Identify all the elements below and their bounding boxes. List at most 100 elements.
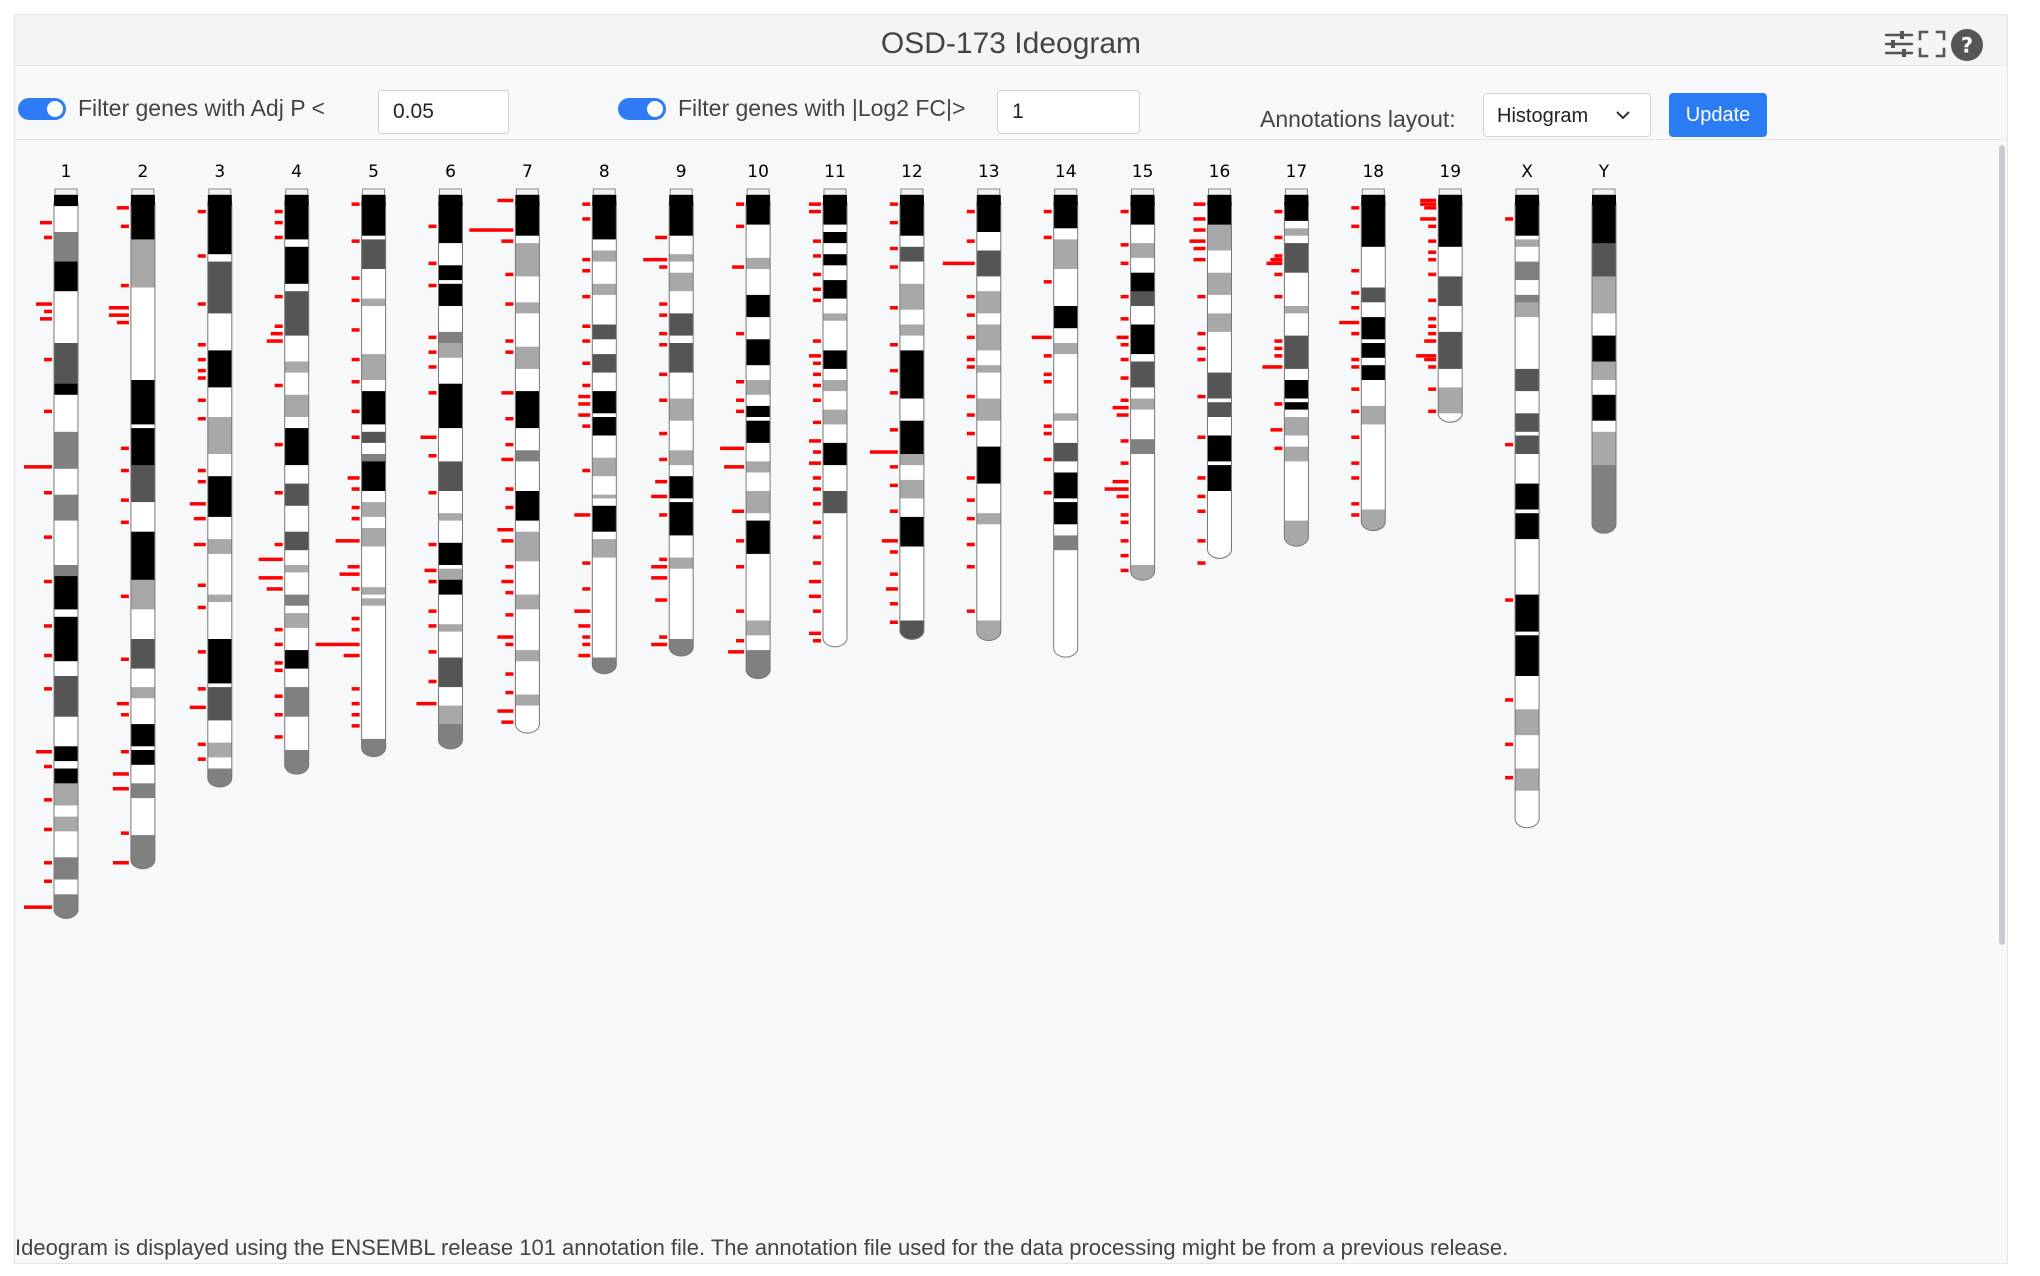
gene-annotation-mark — [813, 520, 821, 525]
chromosome-3[interactable]: 3 — [189, 162, 233, 799]
chromosome-band — [438, 513, 463, 522]
chromosome-6[interactable]: 6 — [416, 162, 463, 761]
gene-annotation-mark — [659, 372, 668, 377]
fullscreen-icon[interactable] — [1917, 29, 1947, 59]
gene-annotation-mark — [258, 557, 283, 562]
scrollbar[interactable] — [1997, 139, 2007, 959]
gene-annotation-mark — [582, 424, 591, 428]
adj-p-threshold-input[interactable] — [378, 90, 509, 134]
gene-annotation-mark — [736, 609, 745, 613]
gene-annotation-mark — [274, 661, 283, 665]
chromosome-band — [669, 235, 694, 255]
chromosome-y[interactable]: Y — [1591, 162, 1617, 545]
chromosome-band — [823, 602, 847, 621]
chromosome-x[interactable]: X — [1505, 162, 1540, 840]
gene-annotation-mark — [1351, 461, 1360, 465]
chromosome-12[interactable]: 12 — [869, 162, 925, 651]
chromosome-band — [284, 572, 309, 596]
chromosome-9[interactable]: 9 — [643, 162, 694, 668]
chromosome-5[interactable]: 5 — [315, 162, 387, 769]
chromosome-2[interactable]: 2 — [108, 162, 156, 881]
gene-annotation-mark — [36, 750, 52, 754]
gene-annotation-mark — [1193, 217, 1206, 221]
footnote: Ideogram is displayed using the ENSEMBL … — [15, 1235, 1509, 1260]
chromosome-band — [515, 346, 540, 370]
gene-annotation-mark — [505, 417, 514, 421]
chromosome-18[interactable]: 18 — [1339, 162, 1386, 543]
gene-annotation-mark — [428, 609, 437, 613]
chromosome-4[interactable]: 4 — [258, 162, 310, 786]
chromosome-19[interactable]: 19 — [1416, 162, 1463, 434]
chromosome-band — [1361, 405, 1386, 425]
chromosome-13[interactable]: 13 — [942, 162, 1002, 652]
chromosome-band — [669, 568, 694, 592]
chromosome-band — [438, 687, 463, 707]
chromosome-17[interactable]: 17 — [1262, 162, 1309, 558]
chromosome-band — [823, 254, 847, 266]
help-icon[interactable]: ? — [1950, 28, 1984, 62]
gene-annotation-mark — [643, 257, 668, 262]
chromosome-band — [592, 657, 617, 674]
chromosome-8[interactable]: 8 — [574, 162, 617, 686]
chromosome-band — [1515, 805, 1540, 828]
chromosome-band — [1515, 435, 1540, 455]
telomere — [746, 188, 770, 196]
gene-annotation-mark — [1428, 272, 1437, 277]
chromosome-11[interactable]: 11 — [809, 162, 848, 659]
chromosome-14[interactable]: 14 — [1031, 162, 1079, 669]
chromosome-band — [515, 609, 540, 651]
annotations-layout-select[interactable]: Histogram — [1483, 93, 1651, 137]
chromosome-10[interactable]: 10 — [720, 162, 771, 691]
chromosome-band — [438, 283, 463, 307]
gene-annotation-mark — [809, 461, 821, 465]
gene-annotation-mark — [420, 435, 437, 439]
chromosome-band — [976, 446, 1001, 485]
gene-annotation-mark — [274, 694, 283, 698]
chromosome-band — [899, 335, 924, 351]
gene-annotation-mark — [1197, 294, 1206, 299]
telomere — [823, 188, 847, 196]
log2fc-threshold-input[interactable] — [997, 90, 1140, 134]
log2fc-filter-toggle[interactable] — [618, 98, 666, 120]
gene-annotation-mark — [1420, 217, 1437, 221]
gene-annotation-mark — [120, 283, 129, 288]
gene-annotation-mark — [351, 487, 360, 491]
gene-annotation-mark — [1112, 405, 1129, 410]
update-button[interactable]: Update — [1669, 93, 1767, 137]
chromosome-16[interactable]: 16 — [1189, 162, 1232, 570]
chromosome-1[interactable]: 1 — [24, 162, 79, 930]
chromosome-band — [1284, 368, 1309, 381]
chromosome-band — [1130, 565, 1155, 581]
gene-annotation-mark — [120, 594, 129, 599]
scrollbar-thumb[interactable] — [1999, 145, 2005, 945]
chromosome-band — [1053, 498, 1078, 503]
gene-annotation-mark — [339, 572, 360, 576]
chromosome-band — [1515, 302, 1540, 318]
gene-annotation-mark — [1266, 261, 1283, 266]
chromosome-band — [54, 565, 78, 577]
chromosome-label: 4 — [291, 162, 302, 182]
gene-annotation-mark — [885, 587, 898, 591]
gene-annotation-mark — [813, 450, 821, 454]
chromosome-label: 6 — [445, 162, 456, 182]
gene-annotation-mark — [1428, 331, 1437, 336]
chromosome-band — [438, 520, 463, 544]
chromosome-15[interactable]: 15 — [1104, 162, 1156, 592]
chromosome-band — [1207, 294, 1232, 314]
adj-p-filter-toggle[interactable] — [18, 98, 66, 120]
chromosome-band — [361, 713, 386, 740]
chromosome-7[interactable]: 7 — [469, 162, 540, 745]
chromosome-top — [515, 195, 540, 205]
gene-annotation-mark — [274, 294, 283, 299]
chromosome-band — [1207, 435, 1232, 462]
gene-annotation-mark — [44, 879, 52, 883]
gene-annotation-mark — [966, 498, 975, 502]
gene-annotation-mark — [274, 209, 283, 214]
sliders-icon[interactable] — [1884, 29, 1914, 59]
gene-annotation-mark — [351, 380, 360, 384]
chromosome-band — [1515, 280, 1540, 296]
chromosome-band — [669, 335, 694, 344]
chromosome-band — [54, 831, 78, 858]
chromosome-band — [54, 520, 78, 566]
chromosome-band — [1515, 431, 1540, 436]
